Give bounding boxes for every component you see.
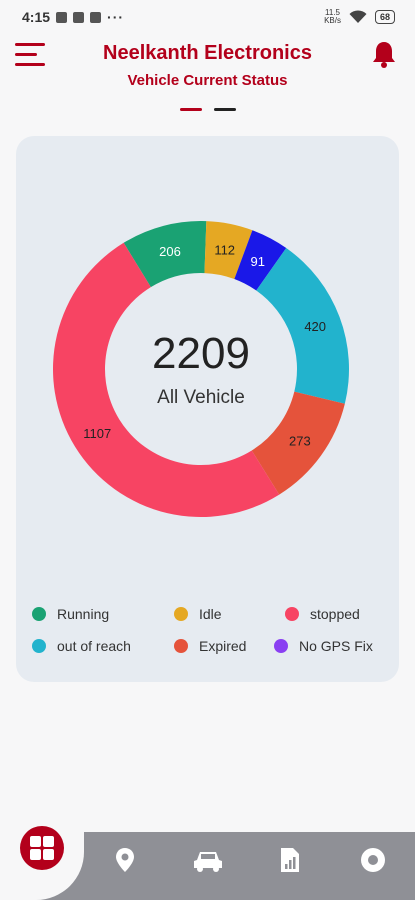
network-speed: 11.5 KB/s	[324, 8, 341, 25]
page-indicator	[0, 108, 415, 111]
donut-slice-running[interactable]	[123, 221, 207, 288]
grid-icon	[30, 836, 54, 860]
legend-label: Running	[57, 606, 110, 622]
page-title: Neelkanth Electronics	[103, 42, 312, 64]
menu-icon[interactable]	[15, 41, 47, 69]
donut-slice-out-of-reach[interactable]	[256, 247, 349, 404]
notification-icon	[56, 11, 68, 23]
app-header: Neelkanth Electronics Vehicle Current St…	[0, 34, 415, 104]
map-pin-icon[interactable]	[111, 846, 139, 874]
donut-slice-label: 420	[304, 319, 326, 334]
donut-chart-svg: 206 112 91 420 273 1107	[53, 221, 349, 517]
legend-label: out of reach	[57, 638, 131, 654]
notification-icon	[73, 11, 85, 23]
page-dot[interactable]	[213, 108, 236, 111]
donut-slice-label: 112	[214, 242, 235, 257]
legend-dot	[174, 607, 188, 621]
donut-slice-label: 91	[251, 254, 265, 269]
legend-label: No GPS Fix	[299, 638, 373, 654]
donut-slice-label: 206	[159, 244, 181, 259]
wifi-icon	[349, 10, 367, 23]
legend-label: Idle	[199, 606, 222, 622]
donut-slice-label: 1107	[83, 426, 111, 441]
legend-item-running[interactable]: Running	[32, 606, 109, 622]
legend-item-idle[interactable]: Idle	[174, 606, 222, 622]
legend-item-out-of-reach[interactable]: out of reach	[32, 638, 131, 654]
legend-label: stopped	[310, 606, 360, 622]
status-bar: 4:15 ··· 11.5 KB/s 68	[0, 0, 415, 34]
facebook-icon	[90, 11, 102, 23]
legend-item-stopped[interactable]: stopped	[285, 606, 360, 622]
donut-slice-idle[interactable]	[204, 221, 253, 279]
car-icon[interactable]	[192, 846, 224, 874]
legend-dot	[285, 607, 299, 621]
legend-dot	[32, 607, 46, 621]
donut-chart[interactable]: 206 112 91 420 273 1107 2209 All Vehicle	[53, 221, 349, 517]
donut-slice-stopped[interactable]	[53, 242, 280, 517]
status-card: 206 112 91 420 273 1107 2209 All Vehicle Runn…	[16, 136, 399, 682]
record-icon[interactable]	[359, 846, 387, 874]
donut-slice-no-gps-fix[interactable]	[234, 230, 287, 291]
total-vehicle-count: 2209	[152, 329, 250, 378]
status-time: 4:15	[22, 9, 51, 25]
battery-indicator: 68	[374, 10, 395, 24]
legend-label: Expired	[199, 638, 247, 654]
total-vehicle-label: All Vehicle	[157, 387, 245, 408]
legend-item-expired[interactable]: Expired	[174, 638, 246, 654]
donut-slice-expired[interactable]	[251, 391, 345, 495]
donut-slice-label: 273	[289, 433, 311, 448]
page-dot-active[interactable]	[179, 108, 202, 111]
report-icon[interactable]	[276, 846, 304, 874]
dashboard-button[interactable]	[20, 826, 64, 870]
legend-dot	[32, 639, 46, 653]
legend-dot	[274, 639, 288, 653]
legend-dot	[174, 639, 188, 653]
page-subtitle: Vehicle Current Status	[127, 72, 288, 89]
legend-item-no-gps-fix[interactable]: No GPS Fix	[274, 638, 373, 654]
bell-icon[interactable]	[371, 40, 397, 68]
more-notifications-icon: ···	[107, 9, 125, 25]
